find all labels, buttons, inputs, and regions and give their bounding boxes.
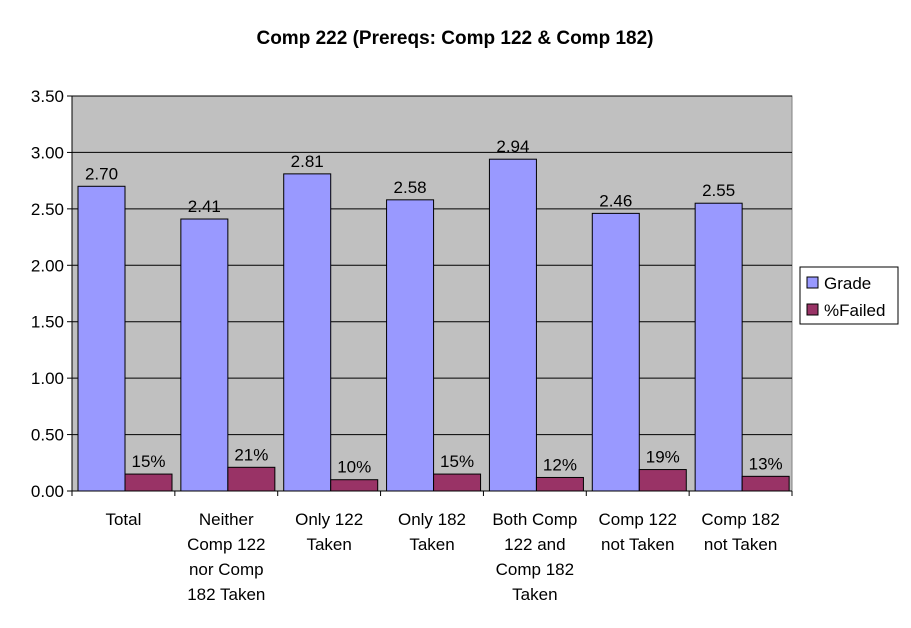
legend: Grade %Failed	[799, 266, 899, 325]
data-label: 21%	[234, 445, 268, 464]
legend-swatch-grade	[806, 276, 819, 289]
data-label: 10%	[337, 458, 371, 477]
data-label: 12%	[543, 455, 577, 474]
legend-label-grade: Grade	[824, 274, 871, 293]
bar-failed	[535, 476, 584, 492]
x-category-label: Taken	[409, 535, 454, 554]
x-category-label: Both Comp	[492, 510, 577, 529]
x-category-label: Comp 182	[496, 560, 574, 579]
x-category-label: Neither	[199, 510, 254, 529]
x-category-label: nor Comp	[189, 560, 264, 579]
bar-grade	[386, 199, 435, 492]
bar-grade	[488, 158, 537, 492]
y-tick-label: 1.00	[31, 369, 64, 388]
data-label: 2.41	[188, 197, 221, 216]
x-category-label: Comp 122	[187, 535, 265, 554]
x-category-label: Taken	[512, 585, 557, 604]
bar-grade	[694, 202, 743, 492]
bar-failed	[227, 466, 276, 492]
data-label: 2.81	[291, 152, 324, 171]
data-label: 2.94	[496, 137, 529, 156]
y-tick-label: 0.00	[31, 482, 64, 501]
x-category-label: 122 and	[504, 535, 565, 554]
data-label: 2.55	[702, 181, 735, 200]
data-label: 15%	[131, 452, 165, 471]
y-tick-label: 0.50	[31, 426, 64, 445]
bar-grade	[591, 212, 640, 492]
y-tick-label: 3.50	[31, 87, 64, 106]
chart-title: Comp 222 (Prereqs: Comp 122 & Comp 182)	[256, 28, 653, 49]
data-label: 2.70	[85, 164, 118, 183]
x-category-label: Comp 122	[598, 510, 676, 529]
bar-grade	[180, 218, 229, 492]
x-category-label: not Taken	[704, 535, 777, 554]
bar-failed	[741, 475, 790, 492]
legend-label-failed: %Failed	[824, 301, 885, 320]
bar-failed	[330, 479, 379, 492]
x-category-label: 182 Taken	[187, 585, 265, 604]
x-category-label: Total	[105, 510, 141, 529]
y-tick-label: 2.00	[31, 256, 64, 275]
bar-grade	[283, 173, 332, 492]
plot-area: 0.00 0.50 1.00 1.50 2.00 2.50 3.00 3.50 2.70 15% T…	[31, 87, 793, 604]
x-category-label: Only 122	[295, 510, 363, 529]
x-category-label: Only 182	[398, 510, 466, 529]
x-category-label: not Taken	[601, 535, 674, 554]
y-tick-label: 3.00	[31, 143, 64, 162]
data-label: 19%	[646, 448, 680, 467]
legend-swatch-failed	[806, 303, 819, 316]
y-tick-label: 2.50	[31, 200, 64, 219]
data-label: 13%	[749, 454, 783, 473]
x-category-label: Comp 182	[701, 510, 779, 529]
bar-failed	[433, 473, 482, 492]
bar-failed	[638, 469, 687, 492]
data-label: 15%	[440, 452, 474, 471]
x-category-label: Taken	[306, 535, 351, 554]
bar-grade	[77, 185, 126, 492]
data-label: 2.58	[394, 178, 427, 197]
data-label: 2.46	[599, 191, 632, 210]
bar-failed	[124, 473, 173, 492]
y-tick-label: 1.50	[31, 313, 64, 332]
